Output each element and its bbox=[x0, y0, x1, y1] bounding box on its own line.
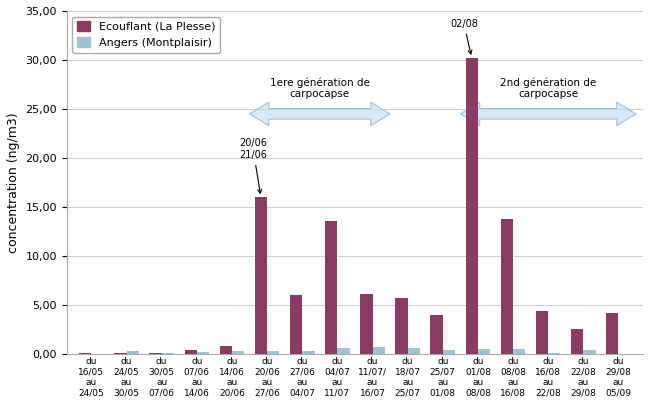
Bar bbox=[500, 219, 513, 354]
Bar bbox=[571, 328, 583, 354]
Bar bbox=[513, 349, 525, 354]
Text: 2nd génération de
carpocapse: 2nd génération de carpocapse bbox=[500, 77, 596, 99]
Bar bbox=[290, 295, 302, 354]
Text: 1ere génération de
carpocapse: 1ere génération de carpocapse bbox=[270, 77, 370, 99]
Bar bbox=[114, 353, 127, 354]
Legend: Ecouflant (La Plesse), Angers (Montplaisir): Ecouflant (La Plesse), Angers (Montplais… bbox=[72, 17, 220, 53]
Bar bbox=[430, 315, 443, 354]
Bar bbox=[150, 353, 162, 354]
Polygon shape bbox=[250, 102, 390, 126]
Bar bbox=[408, 348, 420, 354]
Bar bbox=[302, 351, 315, 354]
Bar bbox=[372, 347, 385, 354]
Bar bbox=[185, 350, 197, 354]
Bar bbox=[606, 313, 618, 354]
Bar bbox=[360, 294, 372, 354]
Polygon shape bbox=[460, 102, 636, 126]
Bar bbox=[465, 58, 478, 354]
Text: 02/08: 02/08 bbox=[450, 19, 478, 54]
Bar bbox=[536, 311, 548, 354]
Y-axis label: concentration (ng/m3): concentration (ng/m3) bbox=[7, 112, 20, 253]
Bar bbox=[548, 353, 560, 354]
Text: 20/06
21/06: 20/06 21/06 bbox=[239, 138, 267, 193]
Bar bbox=[197, 352, 209, 354]
Bar bbox=[443, 350, 455, 354]
Bar bbox=[220, 346, 232, 354]
Bar bbox=[267, 351, 280, 354]
Bar bbox=[79, 353, 92, 354]
Bar bbox=[162, 353, 174, 354]
Bar bbox=[232, 351, 244, 354]
Bar bbox=[583, 350, 595, 354]
Bar bbox=[127, 351, 139, 354]
Bar bbox=[255, 197, 267, 354]
Bar bbox=[395, 298, 408, 354]
Bar bbox=[337, 348, 350, 354]
Bar bbox=[478, 349, 490, 354]
Bar bbox=[325, 221, 337, 354]
